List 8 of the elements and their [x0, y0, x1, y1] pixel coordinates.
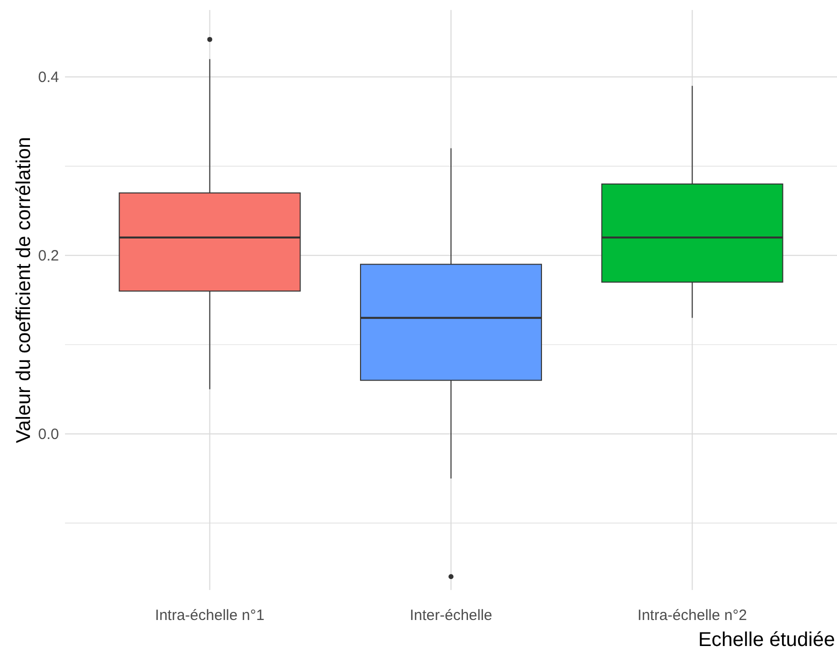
x-tick-label: Intra-échelle n°2: [638, 607, 747, 624]
x-axis-title: Echelle étudiée: [698, 629, 835, 651]
y-tick-label: 0.4: [38, 69, 59, 86]
y-axis-title: Valeur du coefficient de corrélation: [13, 136, 35, 444]
y-tick-label: 0.2: [38, 248, 59, 265]
x-tick-label: Inter-échelle: [410, 607, 492, 624]
y-tick-label: 0.0: [38, 426, 59, 444]
x-tick-label: Intra-échelle n°1: [155, 607, 264, 624]
